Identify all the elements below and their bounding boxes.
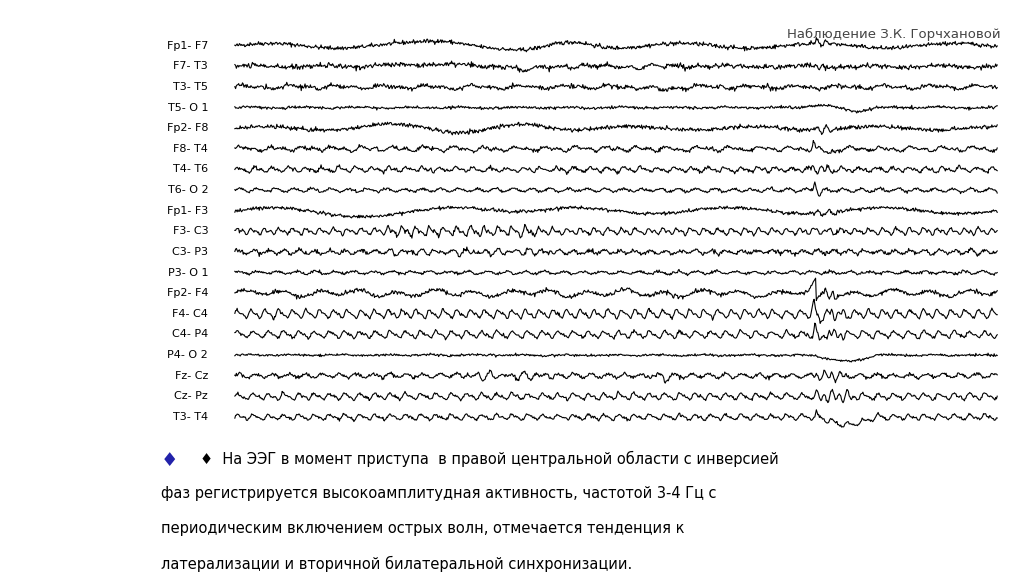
Text: периодическим включением острых волн, отмечается тенденция к: периодическим включением острых волн, от… — [161, 521, 684, 536]
Text: Fp1- F3: Fp1- F3 — [167, 206, 208, 216]
Text: Fp1- F7: Fp1- F7 — [167, 41, 208, 51]
Text: фаз регистрируется высокоамплитудная активность, частотой 3-4 Гц с: фаз регистрируется высокоамплитудная акт… — [161, 486, 716, 501]
Text: F8- T4: F8- T4 — [173, 144, 208, 154]
Text: ♦  На ЭЭГ в момент приступа  в правой центральной области с инверсией: ♦ На ЭЭГ в момент приступа в правой цент… — [200, 451, 778, 467]
Text: Cz- Pz: Cz- Pz — [174, 391, 208, 401]
Text: T6- O 2: T6- O 2 — [168, 185, 208, 195]
Text: Наблюдение З.К. Горчхановой: Наблюдение З.К. Горчхановой — [787, 28, 1001, 41]
Text: T3- T4: T3- T4 — [173, 412, 208, 422]
Text: P3- O 1: P3- O 1 — [168, 268, 208, 278]
Text: T5- O 1: T5- O 1 — [168, 103, 208, 112]
Text: F4- C4: F4- C4 — [172, 309, 208, 319]
Text: T4- T6: T4- T6 — [173, 165, 208, 175]
Text: T3- T5: T3- T5 — [173, 82, 208, 92]
Text: F3- C3: F3- C3 — [172, 226, 208, 236]
Text: P4- O 2: P4- O 2 — [167, 350, 208, 360]
Text: латерализации и вторичной билатеральной синхронизации.: латерализации и вторичной билатеральной … — [161, 555, 632, 571]
Text: C4- P4: C4- P4 — [172, 329, 208, 339]
Text: F7- T3: F7- T3 — [173, 62, 208, 71]
Text: Fp2- F8: Fp2- F8 — [167, 123, 208, 133]
Text: Fz- Cz: Fz- Cz — [175, 371, 208, 381]
Text: C3- P3: C3- P3 — [172, 247, 208, 257]
Text: ♦: ♦ — [161, 451, 178, 470]
Text: Fp2- F4: Fp2- F4 — [167, 288, 208, 298]
